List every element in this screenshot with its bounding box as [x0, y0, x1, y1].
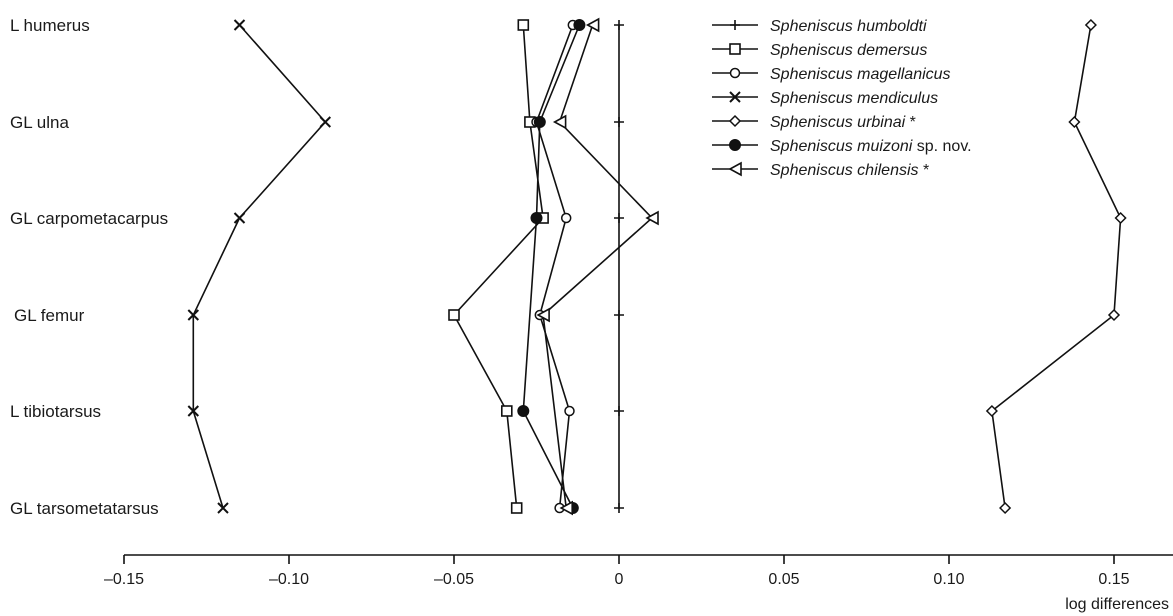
legend-marker-triangle-icon	[728, 161, 742, 177]
x-tick-label: –0.15	[104, 571, 144, 588]
legend-species-name: Spheniscus chilensis	[770, 162, 919, 179]
legend-label: Spheniscus chilensis *	[770, 162, 929, 179]
legend-marker-square-icon	[729, 43, 741, 55]
legend-label: Spheniscus magellanicus	[770, 66, 951, 83]
data-point-spheniscus-humboldti-gl-ulna	[614, 117, 624, 127]
data-point-spheniscus-demersus-l-humerus	[517, 19, 530, 31]
data-point-spheniscus-humboldti-gl-tarsometatarsus	[614, 503, 624, 513]
legend: Spheniscus humboldti Spheniscus demersus S…	[712, 18, 972, 179]
category-label-l-tibiotarsus: L tibiotarsus	[10, 402, 101, 421]
data-point-spheniscus-muizoni-l-tibiotarsus	[517, 405, 530, 417]
x-tick-label: 0.05	[768, 571, 799, 588]
data-point-spheniscus-urbinai-l-tibiotarsus	[985, 404, 998, 418]
x-tick-label: 0.10	[933, 571, 964, 588]
series-line-spheniscus-urbinai	[991, 24, 1122, 509]
data-point-spheniscus-humboldti-gl-femur	[614, 310, 624, 320]
data-point-spheniscus-muizoni-gl-carpometacarpus	[530, 212, 543, 224]
data-point-spheniscus-chilensis-gl-carpometacarpus	[645, 210, 659, 226]
series-line-spheniscus-chilensis	[542, 24, 654, 509]
data-point-spheniscus-humboldti-l-humerus	[614, 20, 624, 30]
series-line-spheniscus-demersus	[453, 24, 544, 509]
series-line-spheniscus-mendiculus	[192, 24, 327, 509]
category-label-l-humerus: L humerus	[10, 16, 90, 35]
data-point-spheniscus-demersus-l-tibiotarsus	[500, 405, 513, 417]
legend-species-name: Spheniscus mendiculus	[770, 90, 938, 107]
series-spheniscus-mendiculus	[187, 19, 332, 514]
data-point-spheniscus-humboldti-gl-carpometacarpus	[614, 213, 624, 223]
category-label-gl-carpometacarpus: GL carpometacarpus	[10, 209, 168, 228]
data-point-spheniscus-mendiculus-l-humerus	[233, 19, 246, 31]
data-point-spheniscus-mendiculus-gl-tarsometatarsus	[217, 502, 229, 514]
series-spheniscus-demersus	[448, 19, 549, 514]
series-spheniscus-magellanicus	[531, 19, 579, 514]
data-point-spheniscus-chilensis-gl-tarsometatarsus	[559, 500, 573, 516]
data-point-spheniscus-magellanicus-gl-carpometacarpus	[560, 212, 572, 224]
series-spheniscus-urbinai	[985, 18, 1127, 515]
series-group	[187, 17, 1127, 516]
legend-species-name: Spheniscus demersus	[770, 42, 927, 59]
data-point-spheniscus-mendiculus-gl-femur	[187, 309, 200, 321]
data-point-spheniscus-urbinai-l-humerus	[1084, 18, 1097, 32]
data-point-spheniscus-demersus-gl-femur	[448, 309, 460, 321]
x-tick-label: –0.05	[434, 571, 474, 588]
data-point-spheniscus-mendiculus-gl-ulna	[319, 116, 332, 128]
legend-item-spheniscus-chilensis: Spheniscus chilensis *	[712, 161, 929, 179]
series-line-spheniscus-muizoni	[522, 24, 581, 509]
series-spheniscus-humboldti	[614, 20, 624, 513]
legend-label: Spheniscus muizoni sp. nov.	[770, 138, 972, 155]
legend-marker-circle-filled-icon	[729, 139, 741, 151]
legend-name-suffix: *	[919, 162, 930, 179]
x-tick-label: –0.10	[269, 571, 309, 588]
data-point-spheniscus-chilensis-gl-ulna	[552, 114, 567, 130]
category-label-gl-femur: GL femur	[14, 306, 85, 325]
data-point-spheniscus-urbinai-gl-tarsometatarsus	[999, 501, 1012, 515]
data-point-spheniscus-urbinai-gl-ulna	[1068, 115, 1081, 129]
data-point-spheniscus-muizoni-l-humerus	[573, 19, 586, 31]
data-point-spheniscus-mendiculus-gl-carpometacarpus	[233, 212, 246, 224]
legend-item-spheniscus-mendiculus: Spheniscus mendiculus	[712, 90, 938, 107]
legend-item-spheniscus-demersus: Spheniscus demersus	[712, 42, 927, 59]
data-point-spheniscus-chilensis-gl-femur	[536, 307, 550, 323]
category-labels: L humerus GL ulna GL carpometacarpus GL fem…	[10, 16, 168, 518]
x-axis: –0.15 –0.10 –0.05 0 0.05 0.10 0.15	[104, 554, 1173, 588]
data-point-spheniscus-urbinai-gl-carpometacarpus	[1114, 211, 1127, 225]
data-point-spheniscus-magellanicus-l-tibiotarsus	[564, 405, 575, 417]
data-point-spheniscus-demersus-gl-tarsometatarsus	[510, 502, 523, 514]
legend-species-name: Spheniscus muizoni	[770, 138, 913, 155]
legend-species-name: Spheniscus humboldti	[770, 18, 927, 35]
legend-label: Spheniscus mendiculus	[770, 90, 938, 107]
legend-item-spheniscus-humboldti: Spheniscus humboldti	[712, 18, 927, 35]
legend-item-spheniscus-magellanicus: Spheniscus magellanicus	[712, 66, 951, 83]
data-point-spheniscus-muizoni-gl-ulna	[533, 116, 546, 128]
legend-marker-circle-open-icon	[729, 67, 741, 79]
legend-label: Spheniscus demersus	[770, 42, 927, 59]
data-point-spheniscus-chilensis-l-humerus	[585, 17, 600, 33]
legend-item-spheniscus-muizoni: Spheniscus muizoni sp. nov.	[712, 138, 972, 155]
legend-label: Spheniscus urbinai *	[770, 114, 916, 131]
legend-marker-plus-icon	[730, 20, 740, 30]
legend-name-suffix: sp. nov.	[912, 138, 971, 155]
legend-marker-diamond-icon	[728, 114, 742, 128]
x-axis-title: log differences	[1065, 596, 1169, 613]
legend-label: Spheniscus humboldti	[770, 18, 927, 35]
category-label-gl-tarsometatarsus: GL tarsometatarsus	[10, 499, 159, 518]
data-point-spheniscus-mendiculus-l-tibiotarsus	[187, 405, 200, 417]
series-spheniscus-chilensis	[536, 17, 659, 516]
x-tick-label: 0	[615, 571, 624, 588]
legend-item-spheniscus-urbinai: Spheniscus urbinai *	[712, 114, 916, 131]
data-point-spheniscus-humboldti-l-tibiotarsus	[614, 406, 624, 416]
legend-marker-x-icon	[729, 91, 741, 103]
legend-species-name: Spheniscus urbinai	[770, 114, 906, 131]
legend-name-suffix: *	[905, 114, 916, 131]
x-tick-label: 0.15	[1098, 571, 1129, 588]
data-point-spheniscus-urbinai-gl-femur	[1107, 308, 1121, 322]
legend-species-name: Spheniscus magellanicus	[770, 66, 951, 83]
series-line-spheniscus-magellanicus	[535, 24, 574, 509]
category-label-gl-ulna: GL ulna	[10, 113, 69, 132]
